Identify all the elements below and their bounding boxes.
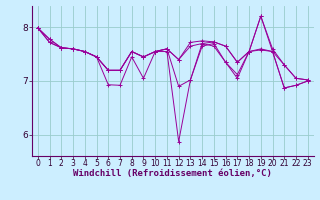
X-axis label: Windchill (Refroidissement éolien,°C): Windchill (Refroidissement éolien,°C) bbox=[73, 169, 272, 178]
